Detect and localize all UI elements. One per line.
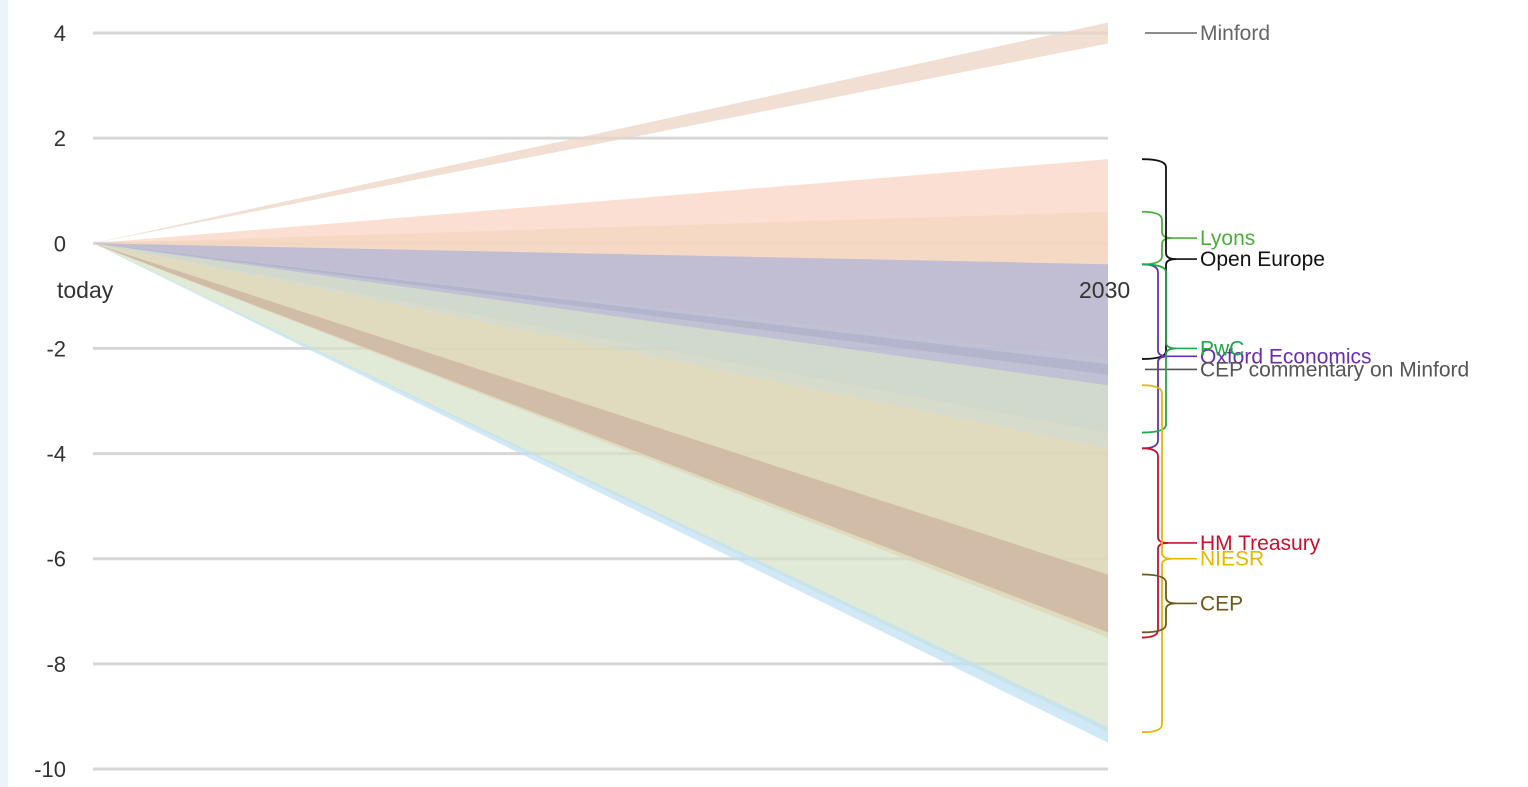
y-tick-label: 2 (54, 126, 66, 151)
legend-entry: Lyons (1200, 227, 1255, 250)
forecast-fans (93, 22, 1108, 743)
range-bracket (1141, 384, 1173, 734)
forecast-fan (93, 243, 1108, 743)
y-tick-label: -10 (34, 757, 66, 782)
forecast-fan (93, 22, 1108, 244)
y-axis: 4 2 0 -2 -4 -6 -8 -10 (34, 21, 66, 782)
y-tick-label: -2 (46, 336, 66, 361)
y-tick-label: 0 (54, 231, 66, 256)
y-tick-label: 4 (54, 21, 66, 46)
y-tick-label: -4 (46, 442, 66, 467)
legend-entry: Open Europe (1200, 248, 1325, 271)
legend-entry: NIESR (1200, 548, 1264, 571)
range-bracket (1141, 263, 1177, 434)
left-border-strip (0, 0, 8, 787)
range-bracket (1141, 158, 1177, 360)
y-tick-label: -6 (46, 547, 66, 572)
range-bracket (1141, 447, 1169, 639)
range-brackets (1141, 32, 1197, 734)
forecast-fan (93, 243, 1108, 633)
legend-entry: CEP (1200, 592, 1243, 615)
y-tick-label: -8 (46, 652, 66, 677)
legend-entry: PwC (1200, 337, 1244, 360)
x-label-end: 2030 (1079, 277, 1130, 303)
legend-entry: Minford (1200, 22, 1270, 45)
range-bracket (1141, 573, 1177, 634)
legend-entry: Oxford Economics (1200, 345, 1372, 368)
legend-entry: HM Treasury (1200, 532, 1321, 555)
x-label-start: today (57, 277, 114, 303)
range-bracket (1141, 263, 1169, 450)
legend-entry: CEP commentary on Minford (1200, 358, 1469, 381)
